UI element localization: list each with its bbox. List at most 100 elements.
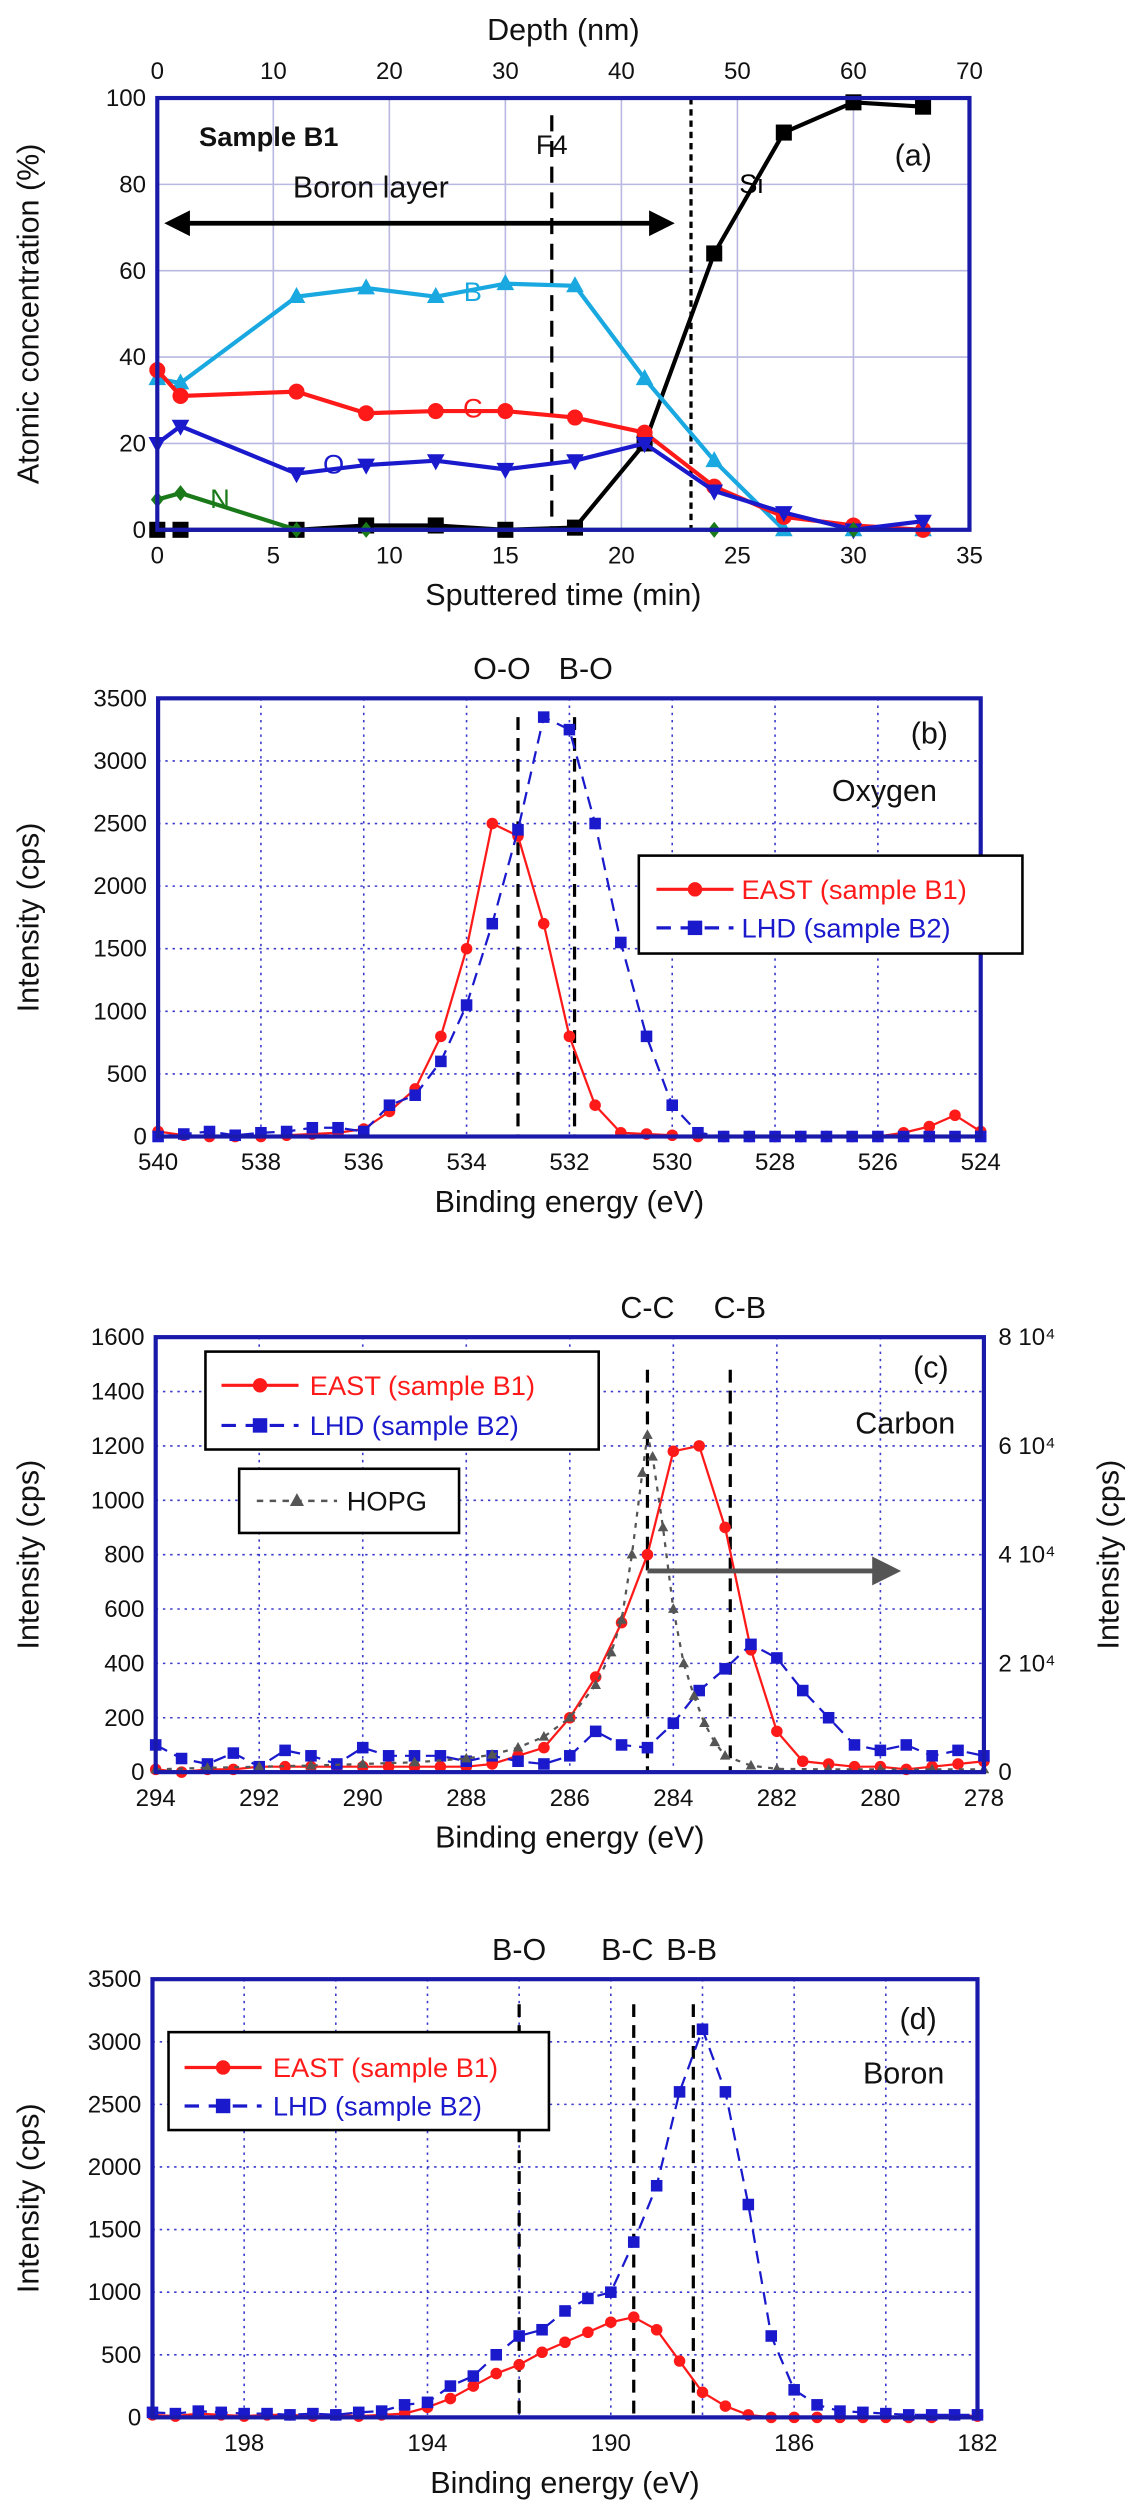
data-point: [589, 1099, 601, 1111]
data-point: [902, 2409, 915, 2421]
plot-frame: [155, 95, 972, 532]
region-label: Boron layer: [293, 170, 449, 204]
data-point: [923, 1120, 936, 1133]
data-point: [357, 278, 375, 295]
legend-marker: [289, 1493, 305, 1507]
data-point: [699, 1717, 710, 1728]
data-point: [306, 1121, 319, 1134]
data-point: [642, 1429, 653, 1439]
series-label: Si: [739, 168, 763, 199]
data-point: [589, 817, 601, 830]
data-point: [169, 2407, 182, 2420]
data-point: [563, 723, 576, 736]
legend: EAST (sample B1) LHD (sample B2): [167, 2030, 551, 2132]
sample-label: Sample B1: [199, 121, 338, 152]
x-tick-label: 194: [407, 2430, 447, 2457]
data-point: [582, 2326, 594, 2339]
data-point: [616, 1614, 627, 1624]
data-point: [536, 2346, 548, 2359]
data-point: [952, 1758, 964, 1770]
y-tick-label: 400: [104, 1650, 144, 1677]
data-point: [284, 2409, 296, 2421]
data-point: [538, 1758, 550, 1770]
x-tick-label: 278: [964, 1785, 1004, 1812]
legend-box: [167, 2030, 551, 2132]
series-east: [146, 2311, 984, 2424]
data-point: [925, 2409, 938, 2421]
x-tick-label: 190: [591, 2430, 631, 2457]
panel-b: 540 538 536 534 532 530 528 526 524 0 500 1000 1500 2…: [12, 652, 1024, 1219]
data-point: [880, 2407, 892, 2420]
series-c: [149, 362, 932, 538]
right-axis-label: Intensity (cps): [1092, 1460, 1126, 1650]
x-tick-label: 288: [446, 1785, 486, 1812]
data-point: [706, 245, 723, 262]
data-point: [636, 424, 653, 441]
right-tick-label: 4 10⁴: [998, 1542, 1055, 1569]
series-line: [155, 368, 924, 532]
x-tick-label: 30: [840, 543, 867, 570]
x-axis-label: Binding energy (eV): [435, 1185, 704, 1219]
legend-label: LHD (sample B2): [742, 912, 951, 943]
x-tick-label: 20: [608, 543, 635, 570]
data-point: [356, 1741, 369, 1754]
data-point: [771, 1725, 783, 1738]
data-point: [330, 2409, 342, 2421]
element-label: Boron: [863, 2057, 944, 2091]
x-tick-label: 536: [344, 1149, 384, 1176]
series-si: [149, 94, 932, 538]
data-point: [926, 1750, 938, 1762]
reference-line-label: F4: [536, 129, 568, 160]
data-point: [357, 458, 375, 475]
data-point: [705, 451, 724, 468]
data-point: [383, 1099, 396, 1111]
data-point: [467, 2380, 480, 2392]
data-point: [589, 1671, 602, 1683]
x-tick-label: 10: [376, 543, 403, 570]
x-tick-label: 282: [757, 1785, 797, 1812]
data-point: [426, 287, 445, 304]
data-point: [822, 1711, 835, 1724]
data-point: [174, 485, 187, 502]
x-tick-label: 532: [549, 1149, 589, 1176]
data-point: [948, 2409, 961, 2421]
data-point: [279, 1760, 291, 1773]
bond-label: B-O: [559, 652, 613, 686]
y-tick-label: 1000: [93, 998, 147, 1025]
y-tick-label: 2000: [93, 873, 147, 900]
data-point: [332, 1121, 344, 1134]
data-point: [811, 2399, 823, 2411]
y-tick-label: 40: [119, 344, 146, 371]
y-tick-label: 1500: [93, 936, 147, 963]
data-point: [688, 1690, 700, 1700]
data-point: [765, 2330, 778, 2342]
data-point: [848, 1760, 861, 1773]
data-point: [667, 1717, 680, 1729]
data-point: [640, 1030, 653, 1043]
data-point: [775, 124, 792, 141]
panel-label: (a): [895, 138, 932, 172]
x-tick-label: 294: [136, 1785, 176, 1812]
bond-label: B-B: [666, 1933, 717, 1967]
legend-label: LHD (sample B2): [273, 2091, 482, 2122]
data-point: [435, 1055, 447, 1068]
bond-label: C-B: [714, 1291, 767, 1325]
data-point: [434, 1760, 447, 1773]
data-point: [563, 1030, 576, 1043]
right-tick-label: 6 10⁴: [998, 1433, 1055, 1460]
data-point: [536, 2323, 548, 2336]
data-point: [238, 2407, 250, 2420]
x-tick-label: 35: [956, 543, 983, 570]
data-point: [627, 2311, 640, 2323]
series-o: [148, 419, 932, 540]
data-point: [742, 2198, 755, 2211]
data-point: [692, 1126, 704, 1139]
top-tick-label: 0: [151, 58, 164, 85]
data-point: [719, 1750, 731, 1760]
data-point: [745, 1759, 757, 1770]
x-tick-label: 182: [957, 2430, 997, 2457]
panel-label: (c): [913, 1350, 949, 1384]
y-tick-label: 0: [131, 1759, 144, 1786]
data-point: [564, 1711, 576, 1722]
x-tick-label: 198: [224, 2430, 264, 2457]
